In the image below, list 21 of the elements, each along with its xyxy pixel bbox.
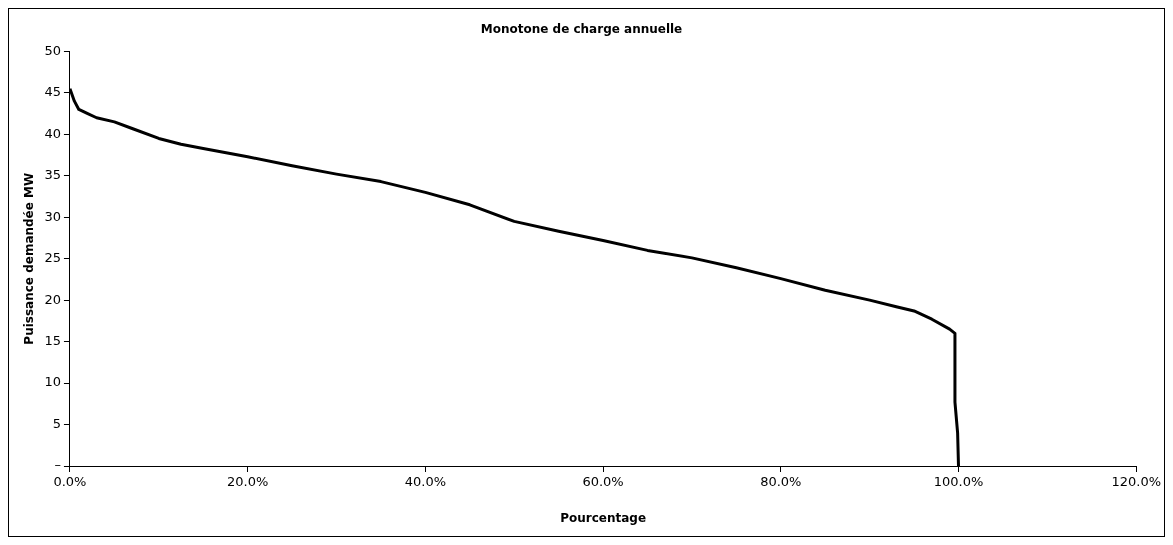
y-tick-label: 10 [44,374,61,390]
y-tick-label: 40 [44,125,61,141]
x-axis-title: Pourcentage [560,510,647,525]
y-tick-label: 25 [44,250,61,266]
y-tick-label: 30 [44,208,61,224]
x-tick-label: 120.0% [1111,474,1161,490]
chart-title: Monotone de charge annuelle [480,22,683,37]
x-tick-label: 40.0% [404,474,447,490]
y-axis-title: Puissance demandée MW [22,172,37,345]
x-tick-label: 80.0% [760,474,802,490]
y-tick-label: 20 [44,291,61,307]
y-tick-label: 45 [44,84,61,100]
y-tick-label: 15 [44,332,61,348]
y-tick-label: 5 [52,415,61,431]
y-tick-label: 50 [44,42,61,58]
y-tick-label: 35 [44,167,61,183]
x-tick-label: 0.0% [53,474,87,490]
y-tick-label: – [54,457,61,473]
x-tick-label: 20.0% [227,474,269,490]
x-tick-label: 60.0% [582,474,624,490]
x-tick-label: 100.0% [933,474,984,490]
